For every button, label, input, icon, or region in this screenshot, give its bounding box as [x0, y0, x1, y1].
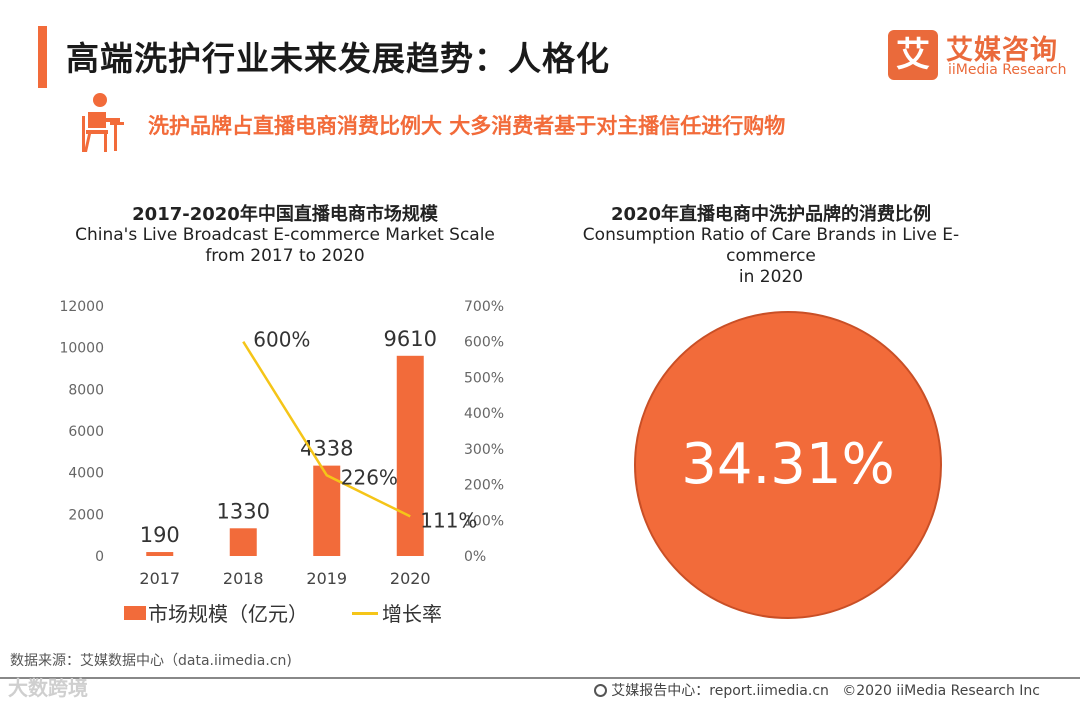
- page-title: 高端洗护行业未来发展趋势：人格化: [66, 39, 610, 78]
- bar-chart-title: 2017-2020年中国直播电商市场规模 China's Live Broadc…: [60, 204, 510, 267]
- brand-name-cn: 艾媒咨询: [946, 35, 1058, 66]
- growth-rate-line: [242, 341, 411, 518]
- y-axis-tick-label: 12000: [59, 299, 104, 315]
- footer-report: 艾媒报告中心：report.iimedia.cn: [611, 683, 829, 699]
- pie-chart-title-en-1: Consumption Ratio of Care Brands in Live…: [582, 225, 960, 266]
- bar-value-label: 4338: [300, 437, 353, 461]
- title-accent-bar: [38, 26, 47, 88]
- growth-rate-label: 600%: [253, 328, 310, 352]
- growth-rate-label: 111%: [420, 508, 477, 532]
- x-axis-tick-label: 2020: [390, 569, 431, 588]
- x-axis-tick-label: 2017: [139, 569, 180, 588]
- x-axis-tick-label: 2018: [223, 569, 264, 588]
- bar-2017: [146, 552, 174, 556]
- consumption-ratio-pie: 34.31%: [634, 311, 942, 619]
- watermark: 大数跨境: [8, 676, 88, 700]
- pie-chart-title-en-2: in 2020: [738, 267, 804, 287]
- x-axis-tick-label: 2019: [306, 569, 347, 588]
- bar-chart-title-en-2: from 2017 to 2020: [205, 246, 365, 266]
- y2-axis-tick-label: 700%: [464, 299, 504, 315]
- pie-slice: [634, 311, 942, 619]
- y2-axis-tick-label: 600%: [464, 335, 504, 351]
- person-at-desk-icon: [82, 93, 124, 152]
- page-subtitle: 洗护品牌占直播电商消费比例大 大多消费者基于对主播信任进行购物: [148, 114, 786, 138]
- pie-value-label: 34.31%: [681, 432, 895, 497]
- brand-name-en: iiMedia Research: [948, 62, 1067, 78]
- y2-axis-tick-label: 0%: [464, 549, 486, 565]
- y2-axis-tick-label: 500%: [464, 370, 504, 386]
- bar-value-label: 1330: [217, 499, 270, 523]
- bar-value-label: 9610: [384, 327, 437, 351]
- bar-2020: [396, 355, 424, 556]
- legend-line-swatch: [352, 612, 378, 615]
- y2-axis-tick-label: 300%: [464, 442, 504, 458]
- bar-chart-title-en-1: China's Live Broadcast E-commerce Market…: [75, 225, 495, 245]
- brand-mark: 艾: [888, 30, 938, 80]
- market-scale-combo-chart: 0 2000 4000 6000 8000 10000 12000 0% 100% 200% 300…: [59, 299, 504, 588]
- y-axis-tick-label: 4000: [68, 466, 104, 482]
- legend-bar-label: 市场规模（亿元）: [148, 602, 308, 626]
- bar-value-label: 190: [140, 523, 180, 547]
- legend-bar-swatch: [124, 606, 146, 620]
- y-axis-tick-label: 6000: [68, 424, 104, 440]
- growth-rate-label: 226%: [341, 465, 398, 489]
- brand-logo: 艾 艾媒咨询 iiMedia Research: [888, 28, 1068, 84]
- footer-copyright: ©2020 iiMedia Research Inc: [842, 683, 1040, 699]
- pie-chart-title-cn: 2020年直播电商中洗护品牌的消费比例: [610, 204, 932, 225]
- y-axis-tick-label: 10000: [59, 341, 104, 357]
- y2-axis-tick-label: 200%: [464, 478, 504, 494]
- data-source: 数据来源：艾媒数据中心（data.iimedia.cn): [10, 653, 292, 669]
- bar-chart-title-cn: 2017-2020年中国直播电商市场规模: [132, 204, 438, 225]
- footer-divider: [0, 677, 1080, 679]
- footer-info: 艾媒报告中心：report.iimedia.cn ©2020 iiMedia R…: [594, 680, 1040, 700]
- pie-chart-title: 2020年直播电商中洗护品牌的消费比例 Consumption Ratio of…: [540, 204, 1002, 288]
- y-axis-tick-label: 0: [95, 549, 104, 565]
- y2-axis-tick-label: 100%: [464, 513, 504, 529]
- y-axis-tick-label: 8000: [68, 382, 104, 398]
- globe-icon: [594, 684, 608, 697]
- y-axis-tick-label: 2000: [68, 507, 104, 523]
- bar-2018: [229, 528, 257, 556]
- y2-axis-tick-label: 400%: [464, 406, 504, 422]
- legend-line-label: 增长率: [382, 602, 442, 626]
